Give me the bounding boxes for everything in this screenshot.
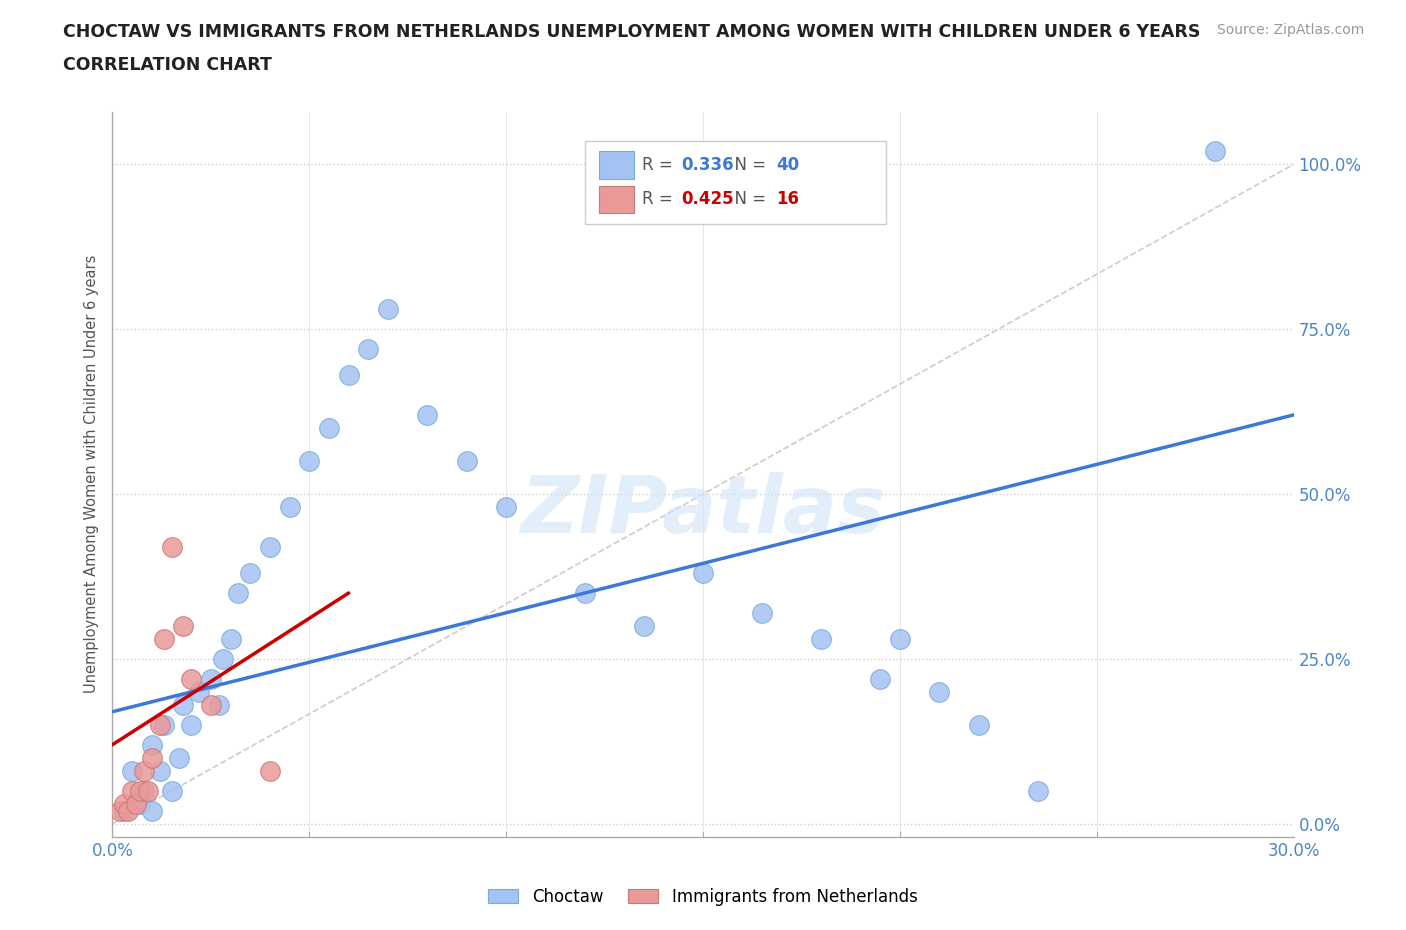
Point bbox=[751, 605, 773, 620]
Point bbox=[456, 454, 478, 469]
Point bbox=[495, 499, 517, 514]
Point bbox=[259, 764, 281, 778]
Point bbox=[416, 407, 439, 422]
Point bbox=[172, 618, 194, 633]
Point bbox=[121, 783, 143, 798]
Point bbox=[200, 671, 222, 686]
Point bbox=[132, 764, 155, 778]
Point bbox=[129, 783, 152, 798]
Text: R =: R = bbox=[641, 191, 678, 208]
Text: CHOCTAW VS IMMIGRANTS FROM NETHERLANDS UNEMPLOYMENT AMONG WOMEN WITH CHILDREN UN: CHOCTAW VS IMMIGRANTS FROM NETHERLANDS U… bbox=[63, 23, 1201, 41]
Text: ZIPatlas: ZIPatlas bbox=[520, 472, 886, 550]
Point bbox=[208, 698, 231, 712]
Point bbox=[298, 454, 321, 469]
Point bbox=[239, 565, 262, 580]
Point bbox=[228, 586, 250, 601]
FancyBboxPatch shape bbox=[599, 186, 634, 213]
Point bbox=[136, 783, 159, 798]
Point bbox=[219, 631, 242, 646]
Legend: Choctaw, Immigrants from Netherlands: Choctaw, Immigrants from Netherlands bbox=[482, 881, 924, 912]
Point bbox=[1026, 783, 1049, 798]
Point bbox=[117, 804, 139, 818]
Point bbox=[152, 631, 174, 646]
Point bbox=[129, 797, 152, 812]
Text: R =: R = bbox=[641, 155, 678, 174]
Point bbox=[112, 804, 135, 818]
Point bbox=[172, 698, 194, 712]
Point bbox=[180, 671, 202, 686]
Point bbox=[211, 652, 233, 667]
Point bbox=[574, 586, 596, 601]
Point bbox=[141, 804, 163, 818]
Text: Source: ZipAtlas.com: Source: ZipAtlas.com bbox=[1216, 23, 1364, 37]
Text: 0.336: 0.336 bbox=[682, 155, 734, 174]
Point bbox=[110, 804, 132, 818]
Point bbox=[337, 368, 360, 383]
Point bbox=[200, 698, 222, 712]
Point bbox=[633, 618, 655, 633]
Point bbox=[169, 751, 191, 765]
Point bbox=[889, 631, 911, 646]
FancyBboxPatch shape bbox=[599, 152, 634, 179]
Point bbox=[125, 797, 148, 812]
Point bbox=[810, 631, 832, 646]
Point bbox=[692, 565, 714, 580]
Point bbox=[112, 797, 135, 812]
Point bbox=[160, 539, 183, 554]
Point bbox=[149, 717, 172, 732]
Point bbox=[928, 684, 950, 699]
Text: 0.425: 0.425 bbox=[682, 191, 734, 208]
Point bbox=[121, 764, 143, 778]
Point bbox=[1204, 144, 1226, 159]
Point bbox=[188, 684, 211, 699]
Point bbox=[160, 783, 183, 798]
Point bbox=[869, 671, 891, 686]
Text: N =: N = bbox=[724, 155, 772, 174]
Text: 16: 16 bbox=[776, 191, 799, 208]
Text: N =: N = bbox=[724, 191, 772, 208]
Point bbox=[149, 764, 172, 778]
Text: 40: 40 bbox=[776, 155, 800, 174]
Point bbox=[152, 717, 174, 732]
Point bbox=[357, 341, 380, 356]
Text: CORRELATION CHART: CORRELATION CHART bbox=[63, 56, 273, 73]
Y-axis label: Unemployment Among Women with Children Under 6 years: Unemployment Among Women with Children U… bbox=[84, 255, 100, 694]
Point bbox=[141, 737, 163, 752]
Point bbox=[132, 783, 155, 798]
FancyBboxPatch shape bbox=[585, 140, 886, 224]
Point bbox=[259, 539, 281, 554]
Point bbox=[180, 717, 202, 732]
Point bbox=[967, 717, 990, 732]
Point bbox=[141, 751, 163, 765]
Point bbox=[278, 499, 301, 514]
Point bbox=[377, 302, 399, 317]
Point bbox=[318, 420, 340, 435]
